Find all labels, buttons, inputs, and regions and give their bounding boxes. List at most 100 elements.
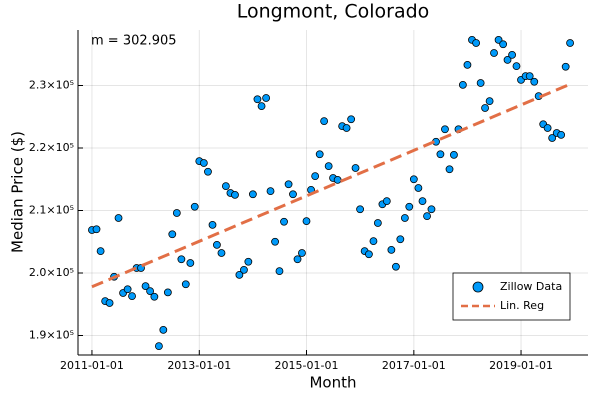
data-point <box>387 245 396 254</box>
data-point <box>213 240 221 249</box>
data-point <box>392 262 400 271</box>
data-point <box>414 184 423 192</box>
data-point <box>512 62 521 71</box>
data-point <box>208 220 217 229</box>
data-point <box>382 197 391 206</box>
data-point <box>351 164 360 172</box>
data-point <box>458 80 467 89</box>
data-point <box>508 50 516 59</box>
data-point <box>400 214 409 222</box>
y-axis-label: Median Price ($) <box>9 131 27 253</box>
data-point <box>159 325 168 334</box>
data-point <box>561 62 570 71</box>
data-point <box>271 237 279 246</box>
x-tick-label: 2015-01-01 <box>275 359 339 372</box>
data-point <box>481 104 489 112</box>
data-point <box>315 150 324 159</box>
data-point <box>253 95 262 104</box>
data-point <box>163 288 172 297</box>
data-point <box>231 190 239 199</box>
data-point <box>373 219 382 227</box>
data-point <box>409 175 418 184</box>
data-point <box>235 270 244 279</box>
data-point <box>490 49 498 57</box>
data-point <box>172 209 181 217</box>
x-tick-label: 2019-01-01 <box>489 359 553 372</box>
data-point <box>548 134 557 142</box>
data-point <box>190 202 199 211</box>
data-point <box>257 102 266 111</box>
data-point <box>266 187 275 196</box>
data-point <box>476 79 485 87</box>
data-point <box>284 180 293 189</box>
data-point <box>450 150 458 159</box>
y-tick-label: 2.2×10⁵ <box>29 141 74 154</box>
data-point <box>320 117 329 126</box>
data-point <box>302 217 311 226</box>
data-point <box>146 287 155 296</box>
x-axis-label: Month <box>309 374 356 392</box>
data-point <box>199 159 208 167</box>
data-point <box>441 125 449 134</box>
data-point <box>262 94 271 102</box>
data-point <box>427 205 436 214</box>
data-point <box>566 39 574 47</box>
x-tick-label: 2011-01-01 <box>60 359 124 372</box>
data-point <box>423 212 431 221</box>
data-point <box>150 292 159 301</box>
data-point <box>365 250 373 259</box>
data-point <box>499 40 508 49</box>
data-point <box>472 39 481 47</box>
data-point <box>311 172 320 181</box>
data-point <box>347 115 356 124</box>
data-point <box>530 77 539 86</box>
data-point <box>92 225 101 234</box>
data-point <box>280 217 288 226</box>
chart-title: Longmont, Colorado <box>237 1 430 23</box>
data-point <box>333 175 342 184</box>
x-tick-label: 2013-01-01 <box>167 359 231 372</box>
legend-label: Zillow Data <box>500 280 562 293</box>
data-point <box>105 299 114 307</box>
data-point <box>96 247 105 256</box>
y-tick-label: 1.9×10⁵ <box>29 329 74 342</box>
data-point <box>418 197 427 206</box>
data-point <box>217 249 226 257</box>
data-point <box>240 265 248 274</box>
data-point <box>177 255 186 264</box>
data-point <box>557 130 566 139</box>
legend-marker <box>472 281 484 293</box>
data-point <box>525 72 534 81</box>
data-point <box>275 267 284 276</box>
data-point <box>463 60 472 69</box>
data-point <box>293 255 302 264</box>
data-point <box>503 55 512 64</box>
legend-box <box>452 272 571 321</box>
data-point <box>168 230 177 239</box>
data-point <box>114 214 123 222</box>
data-point <box>369 237 378 246</box>
data-point <box>289 190 297 199</box>
data-point <box>248 190 257 199</box>
regression-line <box>91 82 571 289</box>
data-point <box>436 150 445 159</box>
data-point <box>324 162 333 171</box>
data-point <box>485 97 494 106</box>
data-point <box>141 282 150 291</box>
x-tick-label: 2017-01-01 <box>382 359 446 372</box>
data-point <box>186 259 195 267</box>
data-point <box>298 249 306 257</box>
data-point <box>204 167 212 176</box>
data-point <box>123 285 132 294</box>
data-point <box>356 205 364 214</box>
data-point <box>543 124 552 132</box>
data-point <box>181 280 190 289</box>
data-point <box>342 124 351 132</box>
data-point <box>445 165 454 174</box>
y-tick-label: 2.0×10⁵ <box>29 266 74 279</box>
data-point <box>221 182 230 191</box>
y-tick-label: 2.1×10⁵ <box>29 204 74 217</box>
data-point <box>405 202 414 211</box>
data-point <box>396 235 405 244</box>
